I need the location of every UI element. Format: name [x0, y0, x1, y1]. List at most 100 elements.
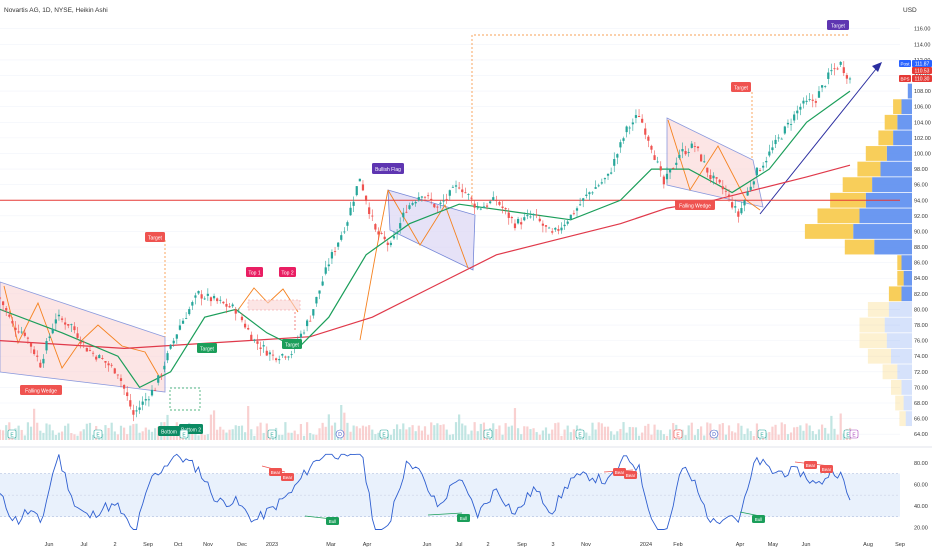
- candle-body: [107, 363, 110, 366]
- volume-bar: [122, 427, 126, 440]
- candle-body: [278, 359, 281, 361]
- vp-down-bar: [886, 146, 912, 161]
- candle-body: [520, 222, 523, 225]
- volume-bar: [132, 424, 135, 440]
- candle-body: [371, 215, 374, 217]
- volume-bar: [445, 429, 448, 440]
- volume-bar: [2, 430, 5, 440]
- volume-bar: [110, 422, 113, 440]
- candle-body: [786, 122, 790, 125]
- volume-bar: [259, 422, 262, 440]
- candle-body: [805, 100, 808, 102]
- flag-zigzag: [387, 189, 469, 269]
- candle-body: [659, 166, 662, 171]
- candle-body: [399, 223, 402, 229]
- candle-body: [67, 324, 70, 326]
- y-tick-label: 92.00: [914, 214, 928, 220]
- candle-body: [789, 124, 793, 125]
- candle-body: [650, 145, 653, 150]
- volume-bar: [234, 425, 237, 440]
- annotation-top-2: Top 2: [279, 267, 296, 277]
- volume-bar: [544, 427, 548, 440]
- trend-arrow: [759, 63, 881, 215]
- candle-body: [827, 72, 830, 79]
- candle-body: [575, 208, 579, 211]
- svg-text:Bear: Bear: [271, 470, 281, 475]
- vp-down-bar: [884, 317, 912, 333]
- candle-body: [98, 355, 101, 359]
- svg-text:E: E: [852, 433, 856, 439]
- vp-down-bar: [888, 302, 912, 317]
- y-tick-label: 70.00: [914, 385, 928, 391]
- volume-bar: [684, 435, 687, 440]
- volume-bar: [321, 422, 324, 440]
- volume-bar: [57, 432, 61, 440]
- candle-body: [64, 322, 67, 325]
- volume-bar: [743, 434, 746, 440]
- candle-body: [178, 325, 182, 330]
- x-tick-label: Feb: [673, 542, 682, 548]
- candle-body: [699, 154, 703, 162]
- volume-bar: [693, 435, 696, 440]
- candle-body: [647, 136, 650, 141]
- candle-body: [8, 314, 11, 317]
- candle-body: [256, 341, 259, 344]
- candle-body: [448, 190, 451, 196]
- volume-bar: [51, 430, 54, 440]
- volume-bar: [473, 422, 476, 440]
- svg-text:E: E: [182, 433, 186, 439]
- candle-body: [79, 341, 82, 344]
- vp-down-bar: [891, 348, 912, 364]
- volume-bar: [85, 423, 88, 440]
- candle-body: [85, 347, 88, 352]
- volume-bar: [60, 431, 64, 440]
- x-tick-label: Nov: [203, 542, 213, 548]
- volume-bar: [26, 422, 30, 440]
- candle-body: [802, 100, 805, 104]
- candle-body: [703, 161, 706, 163]
- volume-bar: [538, 434, 541, 440]
- candle-body: [793, 114, 796, 121]
- volume-bar: [610, 431, 613, 440]
- candle-body: [271, 354, 275, 356]
- volume-bar: [216, 429, 219, 440]
- svg-text:Target: Target: [148, 236, 163, 242]
- volume-bar: [439, 424, 442, 440]
- svg-text:Bull: Bull: [755, 517, 763, 522]
- volume-bar: [721, 423, 724, 440]
- candle-body: [340, 235, 343, 240]
- vp-up-bar: [895, 395, 904, 411]
- candle-body: [268, 352, 271, 355]
- candle-body: [253, 339, 256, 341]
- volume-bar: [433, 425, 436, 440]
- svg-text:Bear: Bear: [806, 463, 816, 468]
- candle-body: [529, 216, 532, 218]
- annotation-falling-wedge-1: Falling Wedge: [20, 385, 62, 395]
- volume-bar: [476, 431, 479, 440]
- candle-body: [547, 227, 551, 229]
- candle-body: [796, 110, 799, 114]
- candle-body: [516, 218, 520, 224]
- candle-body: [507, 212, 510, 218]
- candle-body: [383, 236, 386, 240]
- volume-bar: [789, 432, 793, 440]
- y-tick-label: 74.00: [914, 354, 928, 360]
- volume-bar: [240, 425, 244, 440]
- candle-body: [76, 333, 79, 338]
- vp-up-bar: [891, 380, 902, 395]
- x-tick-label: Jun: [423, 542, 432, 548]
- candle-body: [405, 211, 408, 213]
- x-tick-label: 2: [113, 542, 116, 548]
- volume-bar: [718, 424, 721, 440]
- earnings-marker: E: [849, 429, 859, 439]
- candle-body: [228, 306, 231, 308]
- price-axis: 116.00114.00112.00110.00108.00106.00104.…: [914, 27, 931, 439]
- y-tick-label: 66.00: [914, 417, 928, 423]
- vp-up-bar: [899, 411, 906, 427]
- volume-bar: [395, 424, 399, 440]
- volume-bar: [746, 428, 749, 440]
- candle-body: [445, 198, 448, 200]
- candle-body: [780, 138, 783, 140]
- x-tick-label: 3: [551, 542, 554, 548]
